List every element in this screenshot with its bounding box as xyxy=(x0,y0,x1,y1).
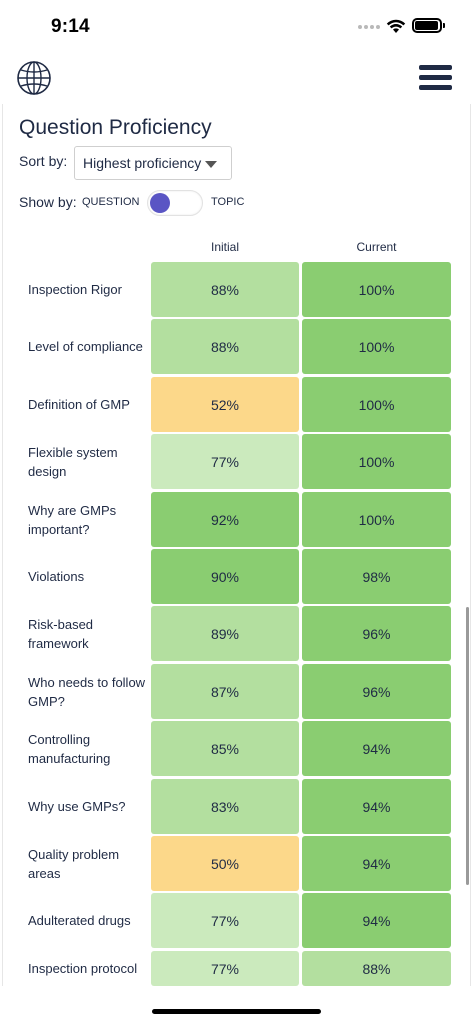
battery-icon xyxy=(412,18,445,33)
sort-dropdown[interactable]: Highest proficiency xyxy=(74,146,232,180)
row-label: Inspection protocol xyxy=(28,961,138,976)
home-indicator xyxy=(152,1009,321,1014)
cell-current: 94% xyxy=(302,893,451,948)
cell-initial: 88% xyxy=(151,262,299,317)
cell-current: 96% xyxy=(302,606,451,661)
row-label: Risk-based framework xyxy=(28,616,94,651)
show-by-toggle[interactable] xyxy=(147,190,203,216)
row-label: Inspection Rigor xyxy=(28,282,122,297)
row-label: Violations xyxy=(28,569,85,584)
cell-initial: 89% xyxy=(151,606,299,661)
cell-initial: 77% xyxy=(151,893,299,948)
cell-current: 88% xyxy=(302,951,451,986)
content-frame xyxy=(2,104,471,986)
show-by-label: Show by: xyxy=(19,194,77,210)
row-label: Who needs to follow GMP? xyxy=(28,674,146,709)
row-label: Quality problem areas xyxy=(28,846,120,881)
cell-initial: 85% xyxy=(151,721,299,776)
hamburger-menu-icon[interactable] xyxy=(419,65,452,91)
row-label: Controlling manufacturing xyxy=(28,731,111,766)
globe-icon[interactable] xyxy=(16,60,52,96)
column-header-current: Current xyxy=(356,240,397,254)
cell-initial: 87% xyxy=(151,664,299,719)
cell-current: 100% xyxy=(302,377,451,432)
status-time: 9:14 xyxy=(51,16,90,37)
toggle-label-topic[interactable]: TOPIC xyxy=(211,196,245,208)
cell-current: 94% xyxy=(302,779,451,834)
row-label: Adulterated drugs xyxy=(28,913,131,928)
cell-initial: 88% xyxy=(151,319,299,374)
sort-dropdown-value: Highest proficiency xyxy=(83,155,202,171)
cell-current: 100% xyxy=(302,319,451,374)
column-header-initial: Initial xyxy=(210,240,239,254)
cell-initial: 77% xyxy=(151,951,299,986)
row-label: Why use GMPs? xyxy=(28,799,126,814)
cell-current: 94% xyxy=(302,836,451,891)
cellular-signal-icon xyxy=(358,25,380,33)
row-label: Level of compliance xyxy=(28,339,143,354)
cell-current: 96% xyxy=(302,664,451,719)
row-label: Flexible system design xyxy=(28,444,118,479)
cell-initial: 52% xyxy=(151,377,299,432)
caret-down-icon xyxy=(205,161,217,168)
toggle-knob xyxy=(150,193,170,213)
row-label: Why are GMPs important? xyxy=(28,502,117,537)
cell-current: 98% xyxy=(302,549,451,604)
cell-initial: 83% xyxy=(151,779,299,834)
cell-current: 100% xyxy=(302,492,451,547)
scrollbar[interactable] xyxy=(466,607,469,885)
row-label: Definition of GMP xyxy=(28,397,130,412)
sort-label: Sort by: xyxy=(19,153,68,169)
cell-initial: 50% xyxy=(151,836,299,891)
cell-initial: 92% xyxy=(151,492,299,547)
toggle-label-question[interactable]: QUESTION xyxy=(82,196,140,208)
cell-current: 94% xyxy=(302,721,451,776)
wifi-icon xyxy=(386,19,406,33)
cell-initial: 90% xyxy=(151,549,299,604)
app-header xyxy=(0,52,473,104)
cell-initial: 77% xyxy=(151,434,299,489)
cell-current: 100% xyxy=(302,434,451,489)
cell-current: 100% xyxy=(302,262,451,317)
status-bar: 9:14 xyxy=(0,0,473,52)
page-title: Question Proficiency xyxy=(19,116,212,139)
